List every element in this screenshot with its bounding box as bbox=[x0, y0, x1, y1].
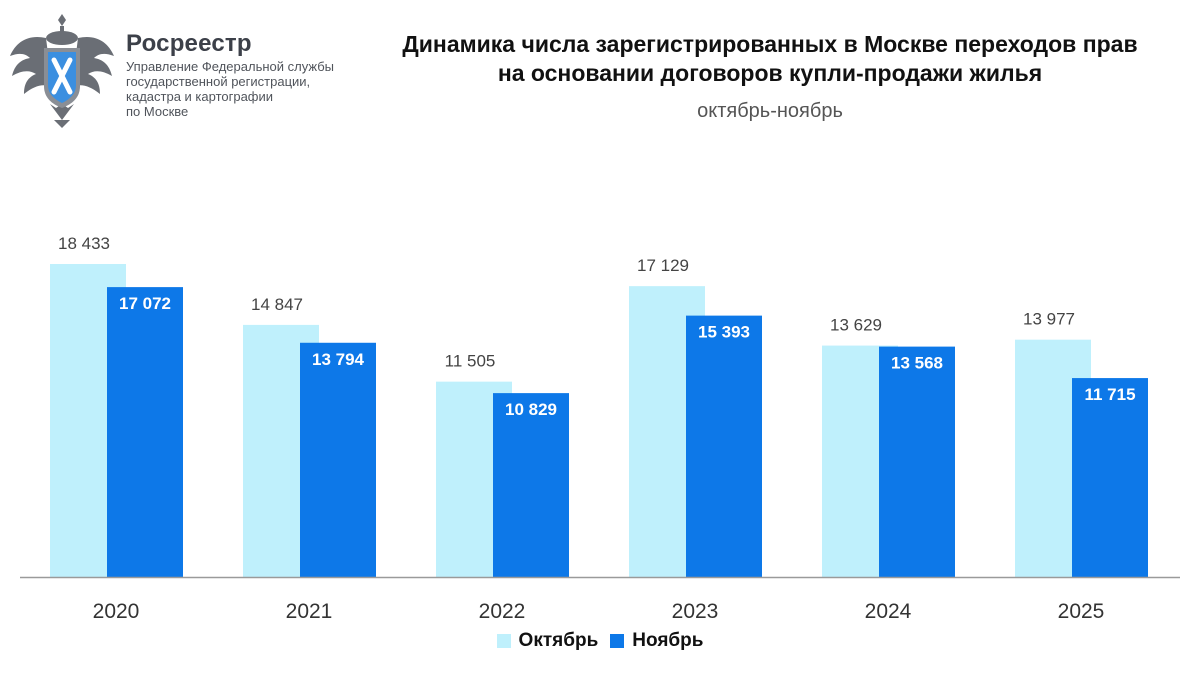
bar-november bbox=[1072, 378, 1148, 577]
chart-title-line: на основании договоров купли-продажи жил… bbox=[497, 60, 1043, 86]
bar-november bbox=[300, 342, 376, 577]
x-tick-label: 2023 bbox=[672, 600, 719, 623]
data-label-november: 10 829 bbox=[505, 400, 557, 419]
legend-item-november: Ноябрь bbox=[610, 630, 703, 652]
data-label-november: 17 072 bbox=[119, 294, 171, 313]
x-tick-label: 2024 bbox=[865, 600, 912, 623]
data-label-october: 13 629 bbox=[830, 316, 882, 335]
org-subtitle-line: кадастра и картографии bbox=[126, 89, 274, 104]
chart-title: Динамика числа зарегистрированных в Моск… bbox=[340, 30, 1200, 88]
data-label-november: 11 715 bbox=[1084, 385, 1135, 404]
data-label-november: 13 794 bbox=[312, 350, 365, 369]
org-subtitle-line: Управление Федеральной службы bbox=[126, 59, 334, 74]
legend-label-november: Ноябрь bbox=[632, 630, 704, 651]
chart-legend: Октябрь Ноябрь bbox=[0, 630, 1200, 652]
x-tick-label: 2021 bbox=[286, 600, 333, 623]
legend-item-october: Октябрь bbox=[496, 630, 599, 652]
legend-swatch-october bbox=[496, 634, 511, 648]
bar-november bbox=[493, 393, 569, 577]
x-tick-label: 2022 bbox=[479, 600, 526, 623]
bar-november bbox=[686, 315, 762, 577]
x-tick-label: 2020 bbox=[93, 600, 140, 623]
bar-november bbox=[879, 346, 955, 577]
data-label-october: 17 129 bbox=[637, 256, 689, 275]
legend-swatch-november bbox=[610, 634, 625, 648]
legend-label-october: Октябрь bbox=[518, 630, 599, 651]
data-label-november: 13 568 bbox=[891, 354, 943, 373]
data-label-october: 11 505 bbox=[445, 352, 496, 371]
data-label-october: 13 977 bbox=[1023, 310, 1075, 329]
chart-subtitle: октябрь-ноябрь bbox=[697, 100, 843, 122]
bar-november bbox=[107, 287, 183, 577]
org-name: Росреестр bbox=[126, 30, 252, 57]
org-subtitle-line: по Москве bbox=[126, 104, 189, 119]
org-subtitle: Управление Федеральной службы государств… bbox=[126, 59, 376, 119]
rosreestr-emblem-logo bbox=[10, 14, 114, 128]
chart-title-line: Динамика числа зарегистрированных в Моск… bbox=[402, 31, 1138, 57]
data-label-october: 18 433 bbox=[58, 234, 110, 253]
x-tick-label: 2025 bbox=[1058, 600, 1105, 623]
data-label-november: 15 393 bbox=[698, 323, 750, 342]
data-label-october: 14 847 bbox=[251, 295, 303, 314]
org-subtitle-line: государственной регистрации, bbox=[126, 74, 311, 89]
